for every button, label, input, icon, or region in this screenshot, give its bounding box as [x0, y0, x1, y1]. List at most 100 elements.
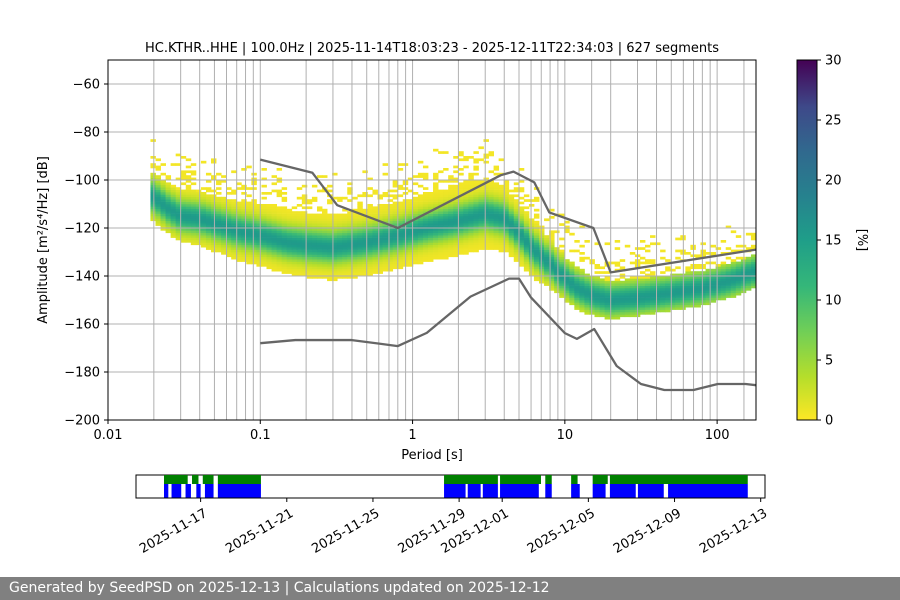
psd-cell: [327, 244, 333, 248]
psd-cell: [533, 196, 540, 200]
psd-cell: [458, 187, 464, 190]
psd-cell: [650, 261, 656, 265]
psd-cell: [276, 211, 283, 214]
psd-cell: [473, 160, 479, 164]
psd-cell: [584, 312, 590, 315]
psd-cell: [710, 268, 717, 272]
psd-cell: [675, 307, 681, 310]
psd-cell: [433, 249, 439, 253]
psd-cell: [458, 196, 464, 200]
psd-cell: [650, 271, 656, 274]
psd-cell: [710, 252, 717, 255]
psd-cell: [483, 206, 489, 210]
psd-cell: [433, 208, 439, 212]
psd-cell: [579, 300, 585, 303]
psd-cell: [498, 218, 505, 222]
psd-cell: [160, 218, 166, 222]
psd-cell: [473, 220, 479, 224]
psd-cell: [291, 268, 298, 272]
psd-cell: [347, 218, 353, 222]
psd-cell: [443, 252, 449, 255]
psd-cell: [730, 290, 737, 294]
psd-cell: [569, 288, 575, 291]
psd-cell: [685, 288, 691, 291]
psd-cell: [700, 283, 706, 286]
psd-cell: [528, 223, 535, 226]
psd-cell: [407, 259, 414, 262]
psd-cell: [644, 312, 651, 315]
psd-cell: [241, 228, 247, 231]
psd-cell: [311, 235, 318, 238]
psd-cell: [342, 242, 348, 246]
psd-cell: [170, 163, 177, 166]
psd-cell: [422, 228, 429, 231]
psd-cell: [720, 240, 727, 243]
psd-cell: [276, 206, 283, 210]
psd-cell: [241, 232, 247, 236]
psd-cell: [407, 240, 414, 243]
psd-cell: [488, 201, 494, 205]
psd-cell: [301, 252, 308, 255]
psd-cell: [412, 201, 419, 205]
psd-cell: [503, 244, 510, 248]
psd-cell: [700, 290, 706, 294]
psd-cell: [332, 264, 338, 267]
psd-cell: [246, 206, 252, 210]
psd-cell: [675, 280, 681, 284]
psd-cell: [417, 259, 424, 262]
psd-cell: [473, 218, 479, 222]
psd-cell: [493, 228, 500, 231]
psd-cell: [604, 304, 611, 308]
psd-cell: [574, 283, 580, 286]
psd-cell: [498, 240, 505, 243]
psd-cell: [644, 261, 651, 265]
psd-cell: [498, 199, 505, 202]
psd-cell: [453, 194, 459, 198]
psd-cell: [150, 172, 156, 176]
psd-cell: [281, 254, 288, 258]
psd-cell: [710, 290, 717, 294]
psd-cell: [528, 218, 535, 222]
psd-cell: [695, 297, 701, 301]
psd-cell: [226, 247, 232, 250]
psd-cell: [407, 252, 414, 255]
psd-cell: [665, 292, 671, 296]
psd-cell: [670, 273, 676, 277]
psd-cell: [261, 192, 267, 195]
psd-cell: [614, 278, 621, 282]
psd-cell: [549, 261, 555, 265]
psd-cell: [291, 211, 298, 214]
psd-cell: [700, 300, 706, 303]
psd-cell: [190, 240, 197, 243]
psd-cell: [735, 283, 742, 286]
psd-cell: [513, 254, 520, 258]
psd-cell: [180, 194, 187, 198]
psd-cell: [347, 252, 353, 255]
psd-cell: [241, 242, 247, 246]
psd-cell: [241, 168, 247, 171]
psd-cell: [165, 184, 172, 188]
psd-cell: [347, 235, 353, 238]
psd-cell: [513, 252, 520, 255]
psd-cell: [730, 264, 737, 267]
psd-cell: [337, 223, 343, 226]
psd-cell: [559, 283, 565, 286]
psd-cell: [296, 204, 303, 207]
psd-cell: [660, 300, 666, 303]
psd-cell: [655, 302, 661, 306]
psd-cell: [392, 247, 399, 250]
psd-cell: [483, 194, 489, 198]
psd-cell: [438, 237, 444, 241]
psd-cell: [256, 244, 262, 248]
psd-cell: [291, 228, 298, 231]
psd-cell: [281, 259, 288, 262]
psd-cell: [417, 261, 424, 265]
psd-cell: [185, 232, 192, 236]
psd-cell: [211, 225, 217, 229]
psd-cell: [513, 256, 520, 260]
psd-cell: [357, 271, 363, 274]
psd-cell: [165, 196, 172, 200]
psd-cell: [251, 206, 257, 210]
psd-cell: [311, 244, 318, 248]
psd-cell: [473, 247, 479, 250]
